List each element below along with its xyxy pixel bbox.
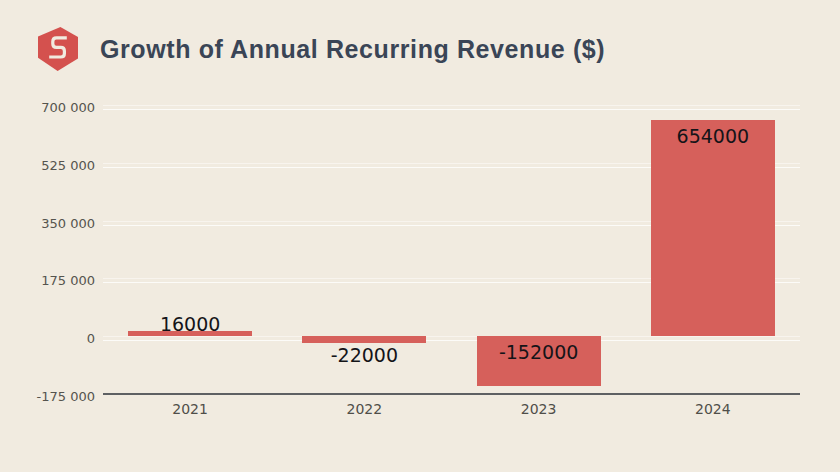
gridline	[103, 336, 800, 341]
y-axis-label: -175 000	[10, 389, 95, 404]
y-axis-label: 525 000	[10, 158, 95, 173]
x-axis-label: 2022	[314, 401, 414, 417]
bar-value-label: 16000	[120, 313, 260, 335]
bar	[651, 120, 775, 336]
bar	[302, 336, 426, 343]
y-axis-label: 0	[10, 331, 95, 346]
gridline	[103, 105, 800, 110]
x-axis-label: 2024	[663, 401, 763, 417]
y-axis-label: 175 000	[10, 273, 95, 288]
chart-card: Growth of Annual Recurring Revenue ($) 7…	[0, 0, 840, 472]
x-axis-label: 2023	[489, 401, 589, 417]
bar-chart: 700 000 525 000 350 000 175 000 0 -175 000 160…	[0, 0, 840, 472]
x-axis-label: 2021	[140, 401, 240, 417]
bar-value-label: -22000	[294, 344, 434, 366]
bar-value-label: 654000	[643, 125, 783, 147]
y-axis-label: 350 000	[10, 216, 95, 231]
x-axis-line	[103, 393, 800, 395]
y-axis-label: 700 000	[10, 100, 95, 115]
bar-value-label: -152000	[469, 341, 609, 363]
